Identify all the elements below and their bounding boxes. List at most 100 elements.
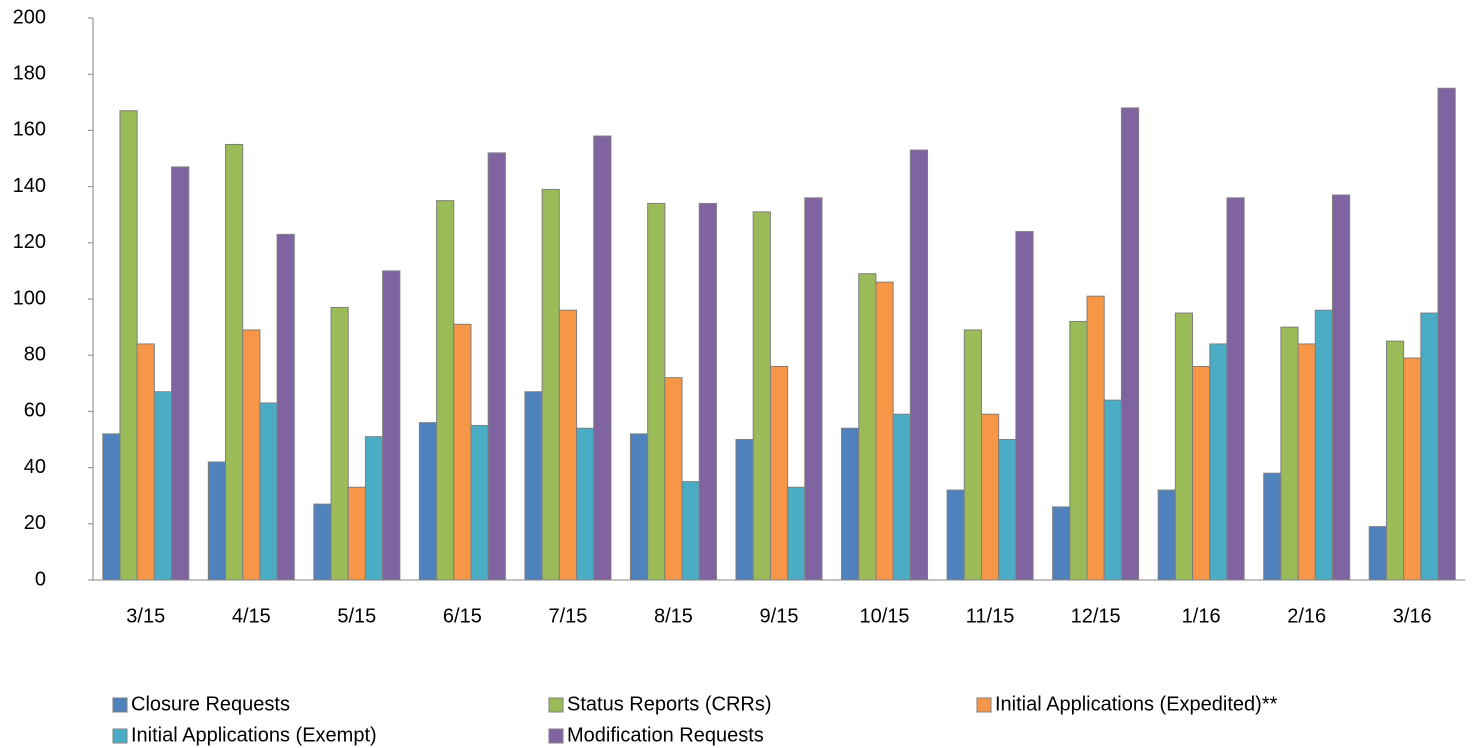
bar	[225, 143, 244, 581]
bar	[1385, 340, 1405, 581]
legend-label: Modification Requests	[567, 724, 764, 746]
bar	[1403, 357, 1422, 581]
bar	[804, 197, 823, 581]
y-tick-label: 120	[13, 231, 46, 253]
bar	[259, 402, 278, 581]
bar	[347, 486, 366, 581]
bar	[1157, 489, 1176, 581]
bar	[787, 486, 806, 581]
bar	[470, 424, 489, 581]
x-tick-label: 11/15	[966, 605, 1015, 627]
bar	[1263, 472, 1282, 581]
bar	[735, 439, 754, 581]
legend-label: Closure Requests	[131, 693, 290, 715]
bar	[102, 433, 121, 581]
bar	[313, 503, 332, 581]
x-tick-label: 8/15	[654, 605, 693, 627]
y-tick-label: 40	[24, 456, 46, 478]
bar	[946, 489, 965, 581]
bar	[171, 166, 190, 581]
bar	[276, 233, 295, 581]
bar	[436, 200, 455, 581]
bar	[119, 110, 138, 581]
bar	[698, 202, 717, 581]
y-tick-label: 0	[35, 568, 46, 590]
bar	[1052, 506, 1071, 581]
bar	[892, 413, 911, 581]
bar	[1331, 194, 1351, 581]
bar	[207, 461, 227, 581]
legend-swatch	[548, 697, 564, 713]
bar	[524, 391, 543, 581]
legend-label: Initial Applications (Expedited)**	[995, 693, 1278, 715]
bar	[963, 329, 982, 581]
bar	[647, 202, 666, 581]
bar	[364, 436, 384, 581]
x-tick-label: 9/15	[760, 605, 799, 627]
bar	[576, 427, 595, 581]
bar	[875, 281, 894, 581]
bar	[1174, 312, 1194, 581]
bar	[1368, 526, 1387, 581]
bar	[1086, 295, 1105, 581]
bar	[769, 365, 789, 581]
x-tick-label: 7/15	[548, 605, 587, 627]
x-tick-label: 6/15	[443, 605, 482, 627]
bar	[752, 211, 771, 581]
bar	[418, 422, 438, 581]
legend-label: Status Reports (CRRs)	[567, 693, 772, 715]
bar	[1015, 231, 1034, 581]
y-tick-label: 140	[13, 175, 46, 197]
bar	[136, 343, 155, 581]
y-tick-label: 100	[13, 287, 46, 309]
bar	[1280, 326, 1299, 581]
x-tick-label: 10/15	[860, 605, 910, 627]
x-tick-label: 2/16	[1287, 605, 1326, 627]
bar	[664, 377, 683, 581]
bar	[980, 413, 1000, 581]
y-tick-label: 160	[13, 119, 46, 141]
legend-swatch	[112, 697, 128, 713]
x-tick-label: 3/15	[126, 605, 165, 627]
bar	[558, 309, 578, 581]
bar	[1226, 197, 1245, 581]
bar	[1103, 399, 1122, 581]
y-tick-label: 20	[24, 512, 46, 534]
legend-label: Initial Applications (Exempt)	[131, 724, 377, 746]
y-tick-label: 60	[24, 400, 46, 422]
legend-swatch	[112, 728, 128, 744]
y-tick-label: 200	[13, 6, 46, 28]
x-tick-label: 5/15	[337, 605, 376, 627]
bar	[242, 329, 261, 581]
bar	[1120, 107, 1140, 581]
bar	[629, 433, 649, 581]
y-tick-label: 80	[24, 343, 46, 365]
x-tick-label: 4/15	[232, 605, 271, 627]
bar	[593, 135, 612, 581]
bar	[153, 391, 173, 581]
bar	[1314, 309, 1333, 581]
bar	[382, 270, 401, 581]
bar	[841, 427, 860, 581]
bar	[1437, 87, 1456, 581]
bar	[330, 306, 349, 581]
bar	[1069, 320, 1088, 581]
legend-swatch	[548, 728, 564, 744]
bar	[453, 323, 472, 581]
x-tick-label: 12/15	[1071, 605, 1121, 627]
bar	[681, 481, 700, 581]
bar	[1209, 343, 1228, 581]
bar	[1297, 343, 1316, 581]
bar	[487, 152, 506, 581]
bar	[1420, 312, 1439, 581]
legend-swatch	[976, 697, 992, 713]
x-tick-label: 3/16	[1393, 605, 1432, 627]
bar	[858, 273, 877, 581]
y-tick-label: 180	[13, 62, 46, 84]
x-tick-label: 1/16	[1182, 605, 1221, 627]
bar	[541, 188, 560, 581]
bar	[998, 439, 1017, 581]
bar	[909, 149, 929, 581]
bar	[1192, 365, 1211, 581]
